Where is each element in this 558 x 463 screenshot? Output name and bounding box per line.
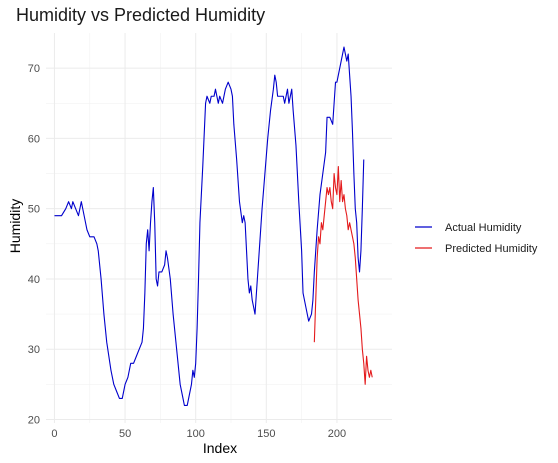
x-axis-title: Index [203, 440, 237, 456]
x-tick-label: 50 [119, 428, 131, 440]
y-tick-label: 30 [28, 344, 40, 356]
chart-series-lines [54, 46, 373, 406]
x-tick-label: 0 [51, 428, 57, 440]
y-tick-label: 40 [28, 274, 40, 286]
chart-ticks: 20 30 40 50 60 70 0 50 100 150 200 [28, 63, 346, 440]
y-axis-title: Humidity [7, 199, 23, 253]
x-tick-label: 150 [257, 428, 275, 440]
chart-legend: Actual Humidity Predicted Humidity [415, 222, 538, 255]
series-line-2 [313, 165, 373, 385]
series-line-1 [54, 46, 365, 406]
chart-title: Humidity vs Predicted Humidity [16, 5, 266, 25]
y-tick-label: 60 [28, 133, 40, 145]
x-tick-label: 100 [187, 428, 205, 440]
legend-label-2: Predicted Humidity [445, 243, 538, 255]
y-tick-label: 70 [28, 63, 40, 75]
chart-grid [46, 33, 392, 423]
x-tick-label: 200 [328, 428, 346, 440]
legend-label-1: Actual Humidity [445, 222, 522, 234]
y-tick-label: 50 [28, 204, 40, 216]
y-tick-label: 20 [28, 414, 40, 426]
